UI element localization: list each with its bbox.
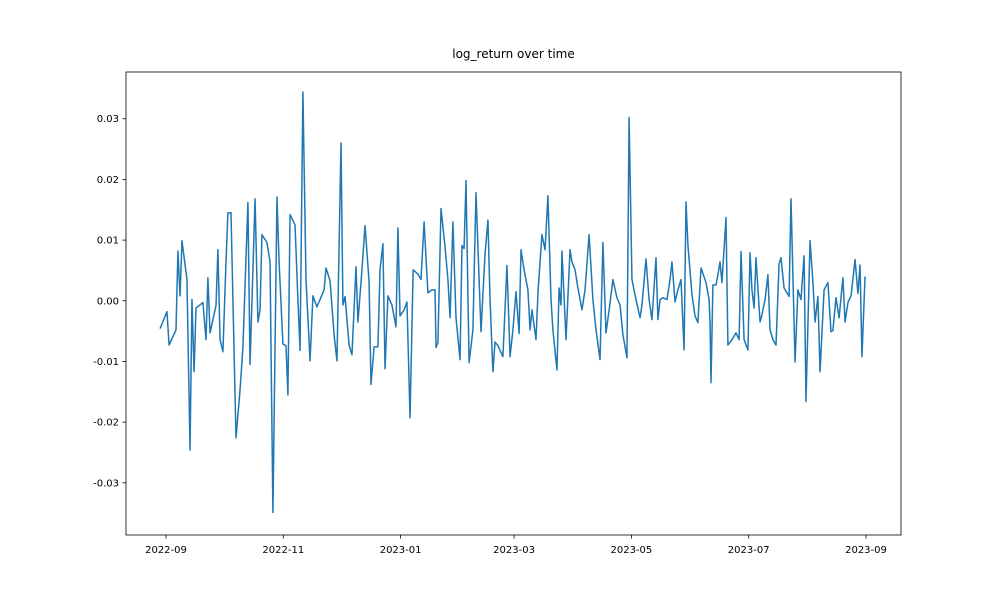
y-tick-label: 0.01 (97, 236, 119, 247)
x-tick-label: 2022-11 (262, 545, 304, 556)
y-tick-label: -0.03 (93, 478, 119, 489)
chart-title: log_return over time (452, 47, 574, 61)
axes-frame (125, 71, 902, 536)
x-tick-label: 2023-01 (380, 545, 422, 556)
x-tick-label: 2023-09 (845, 545, 887, 556)
x-tick-label: 2022-09 (145, 545, 187, 556)
y-tick-label: -0.02 (93, 418, 119, 429)
x-tick-label: 2023-05 (610, 545, 652, 556)
y-tick-label: 0.02 (97, 175, 119, 186)
x-tick-label: 2023-03 (493, 545, 535, 556)
y-tick-label: -0.01 (93, 357, 119, 368)
y-tick-label: 0.03 (97, 114, 119, 125)
data-line (159, 91, 866, 514)
x-tick-label: 2023-07 (728, 545, 770, 556)
y-tick-label: 0.00 (97, 296, 119, 307)
